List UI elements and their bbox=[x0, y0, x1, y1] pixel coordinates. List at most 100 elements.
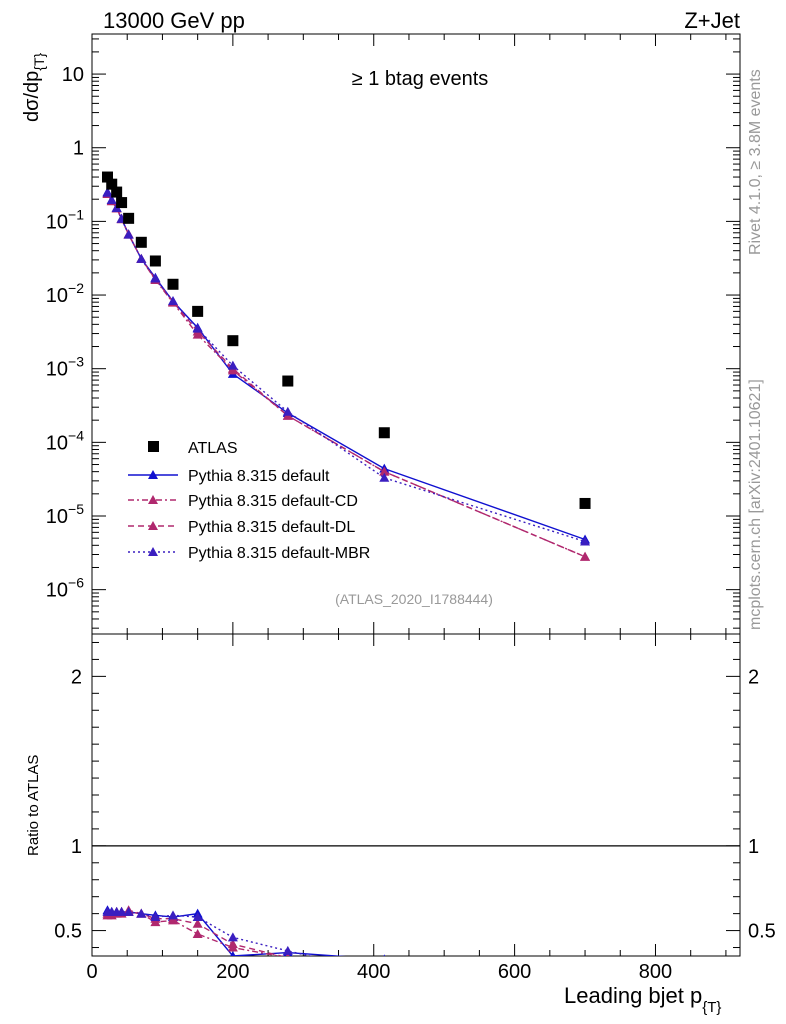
pythia-8-315-default-mbr-ratio-point bbox=[123, 906, 134, 916]
pythia-8-315-default-dl-point bbox=[580, 551, 591, 561]
y-tick-label: 10−4 bbox=[46, 427, 84, 454]
y-axis-label-main: dσ/dp bbox=[21, 71, 43, 122]
rivet-label: Rivet 4.1.0, ≥ 3.8M events bbox=[747, 69, 764, 255]
legend-marker-pythia-8-315-default-dl bbox=[148, 521, 158, 530]
x-tick-label: 600 bbox=[498, 961, 531, 983]
svg-text:Leading bjet p{T}: Leading bjet p{T} bbox=[564, 983, 721, 1016]
legend-label-pythia-8-315-default-mbr: Pythia 8.315 default-MBR bbox=[188, 545, 370, 562]
y-tick-label-exponent: −2 bbox=[68, 280, 84, 296]
pythia-8-315-default-ratio-point bbox=[230, 951, 236, 956]
mcplots-label: mcplots.cern.ch [arXiv:2401.10621] bbox=[747, 379, 764, 630]
x-tick-label: 400 bbox=[357, 961, 390, 983]
ratio-tick-label-left: 0.5 bbox=[54, 921, 82, 943]
y-tick-label: 10−1 bbox=[46, 206, 84, 233]
main-panel-frame bbox=[91, 33, 741, 635]
pythia-8-315-default-mbr-ratio-point bbox=[580, 959, 590, 968]
pythia-8-315-default-mbr-point bbox=[580, 536, 591, 546]
pythia-8-315-default-ratio-point bbox=[580, 956, 590, 965]
legend-marker-pythia-8-315-default bbox=[148, 470, 158, 479]
atlas-data-point bbox=[192, 305, 204, 317]
y-tick-label: 10−3 bbox=[46, 354, 84, 381]
y-tick-label-exponent: −1 bbox=[68, 206, 84, 222]
y-tick-label: 10−2 bbox=[46, 280, 84, 307]
y-tick-label-base: 10 bbox=[46, 359, 68, 381]
ratio-series bbox=[102, 905, 590, 968]
pythia-8-315-default-mbr-point bbox=[150, 273, 161, 283]
x-axis-label-main: Leading bjet p bbox=[564, 983, 702, 1008]
atlas-data-point bbox=[167, 278, 179, 290]
atlas-data-point bbox=[106, 178, 118, 190]
legend-marker-atlas bbox=[148, 441, 159, 452]
y-tick-label-base: 10 bbox=[46, 506, 68, 528]
pythia-8-315-default-dl-ratio-point bbox=[192, 918, 203, 928]
ratio-y-axis-label-text: Ratio to ATLAS bbox=[25, 755, 42, 856]
main-series bbox=[101, 171, 591, 561]
pythia-8-315-default-mbr-point bbox=[379, 472, 390, 482]
pythia-8-315-default-mbr-ratio-point bbox=[116, 906, 127, 916]
y-axis-label: dσ/dp{T} bbox=[21, 52, 47, 122]
y-tick-label-exponent: −5 bbox=[68, 501, 84, 517]
pythia-8-315-default-mbr-point bbox=[102, 187, 113, 197]
legend-label-pythia-8-315-default-dl: Pythia 8.315 default-DL bbox=[188, 519, 355, 536]
y-tick-label-base: 10 bbox=[62, 64, 84, 86]
ratio-y-axis-label: Ratio to ATLAS bbox=[25, 755, 42, 856]
legend-label-pythia-8-315-default-cd: Pythia 8.315 default-CD bbox=[188, 493, 358, 510]
mcplots-label-text: mcplots.cern.ch [arXiv:2401.10621] bbox=[747, 379, 764, 630]
pythia-8-315-default-line bbox=[106, 191, 586, 541]
pythia-8-315-default-mbr-ratio-point bbox=[136, 908, 147, 918]
atlas-data-point bbox=[123, 212, 135, 224]
y-tick-label: 1 bbox=[73, 138, 84, 160]
svg-text:dσ/dp{T}: dσ/dp{T} bbox=[21, 52, 47, 122]
y-tick-label: 10−5 bbox=[46, 501, 84, 528]
legend-label-pythia-8-315-default: Pythia 8.315 default bbox=[188, 468, 330, 485]
pythia-8-315-default-mbr-point bbox=[227, 360, 238, 370]
atlas-data-point bbox=[111, 186, 123, 198]
chart-title: ≥ 1 btag events bbox=[352, 68, 489, 90]
pythia-8-315-default-dl-point bbox=[379, 466, 390, 476]
pythia-8-315-default-mbr-ratio-point bbox=[227, 932, 238, 942]
pythia-8-315-default-cd-ratio-point bbox=[192, 928, 203, 938]
analysis-id: (ATLAS_2020_I1788444) bbox=[335, 591, 493, 607]
ratio-panel-frame bbox=[91, 633, 741, 957]
legend-marker-pythia-8-315-default-cd bbox=[148, 495, 158, 504]
pythia-8-315-default-mbr-point bbox=[282, 406, 293, 416]
atlas-data-point bbox=[579, 497, 591, 509]
y-tick-label-base: 10 bbox=[46, 285, 68, 307]
x-axis-label: Leading bjet p{T} bbox=[564, 983, 721, 1016]
y-tick-label-exponent: −3 bbox=[68, 354, 84, 370]
y-tick-label-base: 10 bbox=[46, 211, 68, 233]
pythia-8-315-default-ratio-point bbox=[383, 954, 386, 956]
rivet-label-text: Rivet 4.1.0, ≥ 3.8M events bbox=[747, 69, 764, 255]
y-axis-label-sub: {T} bbox=[31, 52, 47, 70]
ratio-tick-label-left: 2 bbox=[71, 666, 82, 688]
x-tick-label: 0 bbox=[86, 961, 97, 983]
legend: ATLAS Pythia 8.315 default Pythia 8.315 de… bbox=[128, 440, 370, 562]
axis-ticks: 0 200 400 600 80010−610−510−410−310−210−1110… bbox=[46, 34, 776, 983]
y-tick-label-exponent: −4 bbox=[68, 427, 84, 443]
atlas-data-point bbox=[135, 236, 147, 248]
legend-label-atlas: ATLAS bbox=[188, 440, 238, 457]
y-tick-label: 10 bbox=[62, 64, 84, 86]
y-tick-label-base: 1 bbox=[73, 138, 84, 160]
y-tick-label: 10−6 bbox=[46, 575, 84, 602]
ratio-tick-label-right: 1 bbox=[748, 836, 759, 858]
pythia-8-315-default-ratio-line bbox=[107, 909, 347, 956]
x-tick-label: 200 bbox=[216, 961, 249, 983]
pythia-8-315-default-mbr-point bbox=[168, 295, 178, 305]
atlas-data-point bbox=[149, 255, 161, 267]
pythia-8-315-default-mbr-point bbox=[106, 195, 117, 205]
ratio-tick-label-right: 0.5 bbox=[748, 921, 776, 943]
atlas-data-point bbox=[227, 335, 239, 347]
atlas-data-point bbox=[282, 375, 294, 387]
pythia-8-315-default-mbr-ratio-point bbox=[150, 912, 161, 922]
header-right: Z+Jet bbox=[684, 8, 740, 33]
ratio-tick-label-left: 1 bbox=[71, 836, 82, 858]
pythia-8-315-default-mbr-ratio-point bbox=[168, 910, 178, 920]
pythia-8-315-default-mbr-ratio-point bbox=[282, 945, 293, 955]
y-tick-label-exponent: −6 bbox=[68, 575, 84, 591]
atlas-data-point bbox=[101, 171, 113, 183]
pythia-8-315-default-mbr-ratio-point bbox=[192, 912, 203, 922]
x-tick-label: 800 bbox=[639, 961, 672, 983]
pythia-8-315-default-mbr-point bbox=[192, 323, 203, 333]
